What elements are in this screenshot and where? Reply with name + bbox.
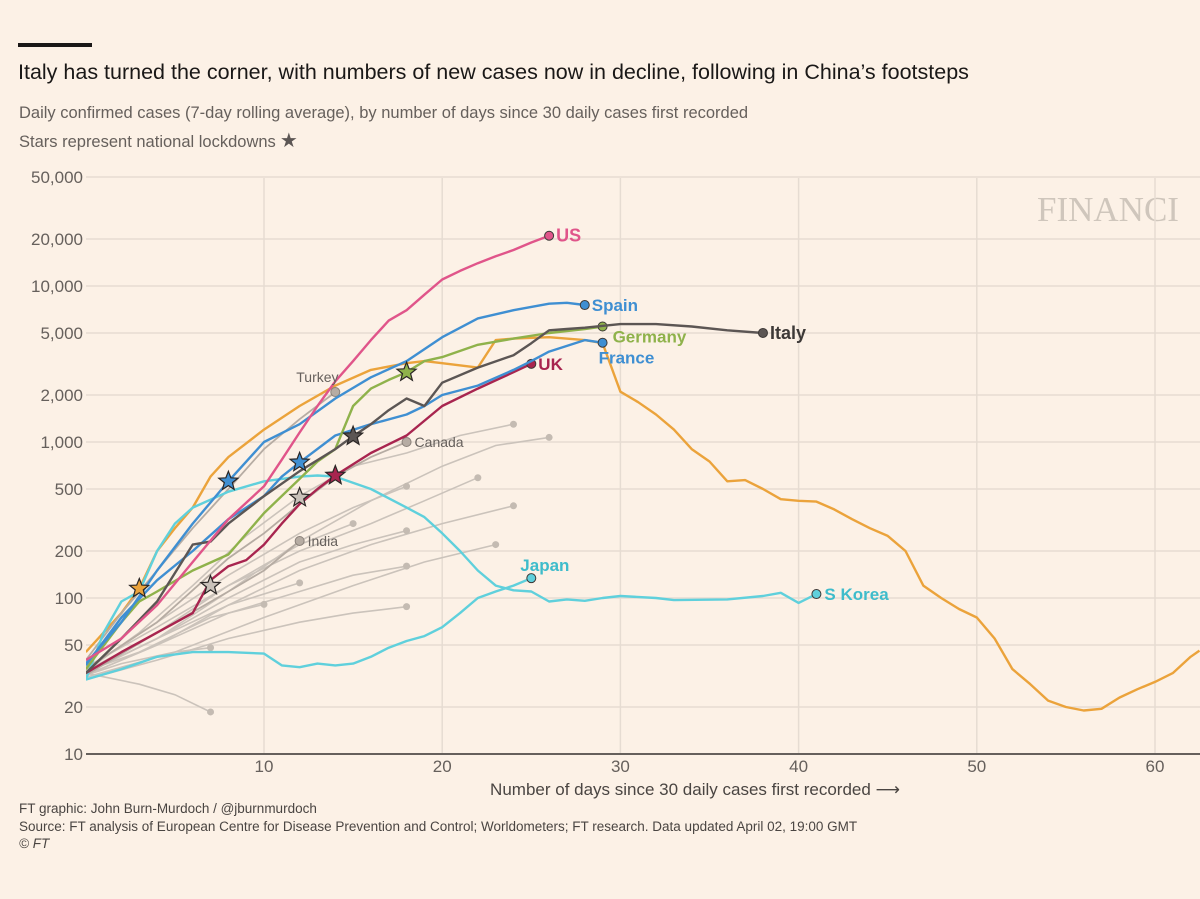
series-line-other <box>86 476 479 668</box>
series-end-dot-other <box>207 708 215 716</box>
series-label-italy: Italy <box>770 323 806 343</box>
chart-subtitle-lockdowns: Stars represent national lockdowns ★ <box>19 128 298 153</box>
series-end-dot-japan <box>526 573 537 584</box>
chart-subtitle: Daily confirmed cases (7-day rolling ave… <box>19 104 749 122</box>
y-tick-label: 20 <box>64 698 83 717</box>
lockdown-star-icon <box>128 576 151 598</box>
series-end-dot-france <box>597 337 608 348</box>
series-end-dot-italy <box>757 327 768 338</box>
series-line-china <box>86 336 1200 712</box>
footer-copyright: © FT <box>19 836 50 851</box>
series-line-other <box>86 646 211 676</box>
plot-area <box>86 230 1200 716</box>
lockdown-star-icon <box>324 463 347 485</box>
footer-source: Source: FT analysis of European Centre f… <box>19 819 858 834</box>
y-tick-label: 50,000 <box>31 168 83 187</box>
series-label-france: France <box>599 349 655 368</box>
lockdown-star-icon <box>199 573 222 596</box>
lockdown-star-icon <box>288 450 311 472</box>
x-tick-label: 50 <box>967 757 986 776</box>
x-axis-arrow-icon: ⟶ <box>876 780 900 799</box>
ft-title-bar <box>18 43 92 47</box>
series-label-us: US <box>556 226 581 246</box>
x-axis-title: Number of days since 30 daily cases firs… <box>490 780 900 799</box>
series-line-other <box>86 505 514 676</box>
y-tick-label: 1,000 <box>40 433 83 452</box>
series-line-other <box>86 565 407 676</box>
y-tick-label: 50 <box>64 636 83 655</box>
series-label-india: India <box>308 533 339 549</box>
footer-credit: FT graphic: John Burn-Murdoch / @jburnmu… <box>19 801 317 816</box>
series-line-uk <box>86 362 532 675</box>
series-end-dot-other <box>545 433 553 441</box>
y-tick-label: 10,000 <box>31 277 83 296</box>
x-tick-label: 60 <box>1146 757 1165 776</box>
series-end-dot-s-korea <box>811 589 822 600</box>
lockdown-star-icon <box>395 360 418 382</box>
watermark: FINANCI <box>1037 190 1179 229</box>
series-end-dot-other <box>207 644 215 652</box>
series-label-turkey: Turkey <box>296 369 338 385</box>
series-end-dot-other <box>260 600 268 608</box>
y-tick-label: 2,000 <box>40 386 83 405</box>
x-tick-label: 20 <box>433 757 452 776</box>
series-end-dot-other <box>349 520 357 528</box>
chart-title: Italy has turned the corner, with number… <box>18 60 969 84</box>
series-end-dot-other <box>474 474 482 482</box>
y-tick-label: 5,000 <box>40 324 83 343</box>
series-end-dot-india <box>294 535 305 546</box>
series-label-uk: UK <box>538 355 563 374</box>
lockdown-star-icon <box>342 424 365 446</box>
series-end-dot-spain <box>579 300 590 311</box>
lockdown-star-icon <box>288 485 311 508</box>
series-end-dot-other <box>403 482 411 490</box>
x-tick-label: 10 <box>255 757 274 776</box>
series-end-dot-other <box>509 502 517 510</box>
series-end-dot-other <box>403 603 411 611</box>
x-tick-label: 30 <box>611 757 630 776</box>
series-line-s-korea <box>86 474 817 681</box>
series-line-other <box>86 672 211 713</box>
series-line-other <box>86 436 550 674</box>
y-tick-label: 100 <box>55 589 83 608</box>
series-label-spain: Spain <box>592 296 638 315</box>
y-tick-label: 20,000 <box>31 230 83 249</box>
series-line-turkey <box>86 391 336 661</box>
series-line-spain <box>86 301 585 665</box>
series-label-germany: Germany <box>613 328 687 347</box>
lockdown-note: Stars represent national lockdowns <box>19 133 276 151</box>
series-end-dot-us <box>544 230 555 241</box>
series-label-japan: Japan <box>520 556 569 575</box>
series-end-dot-canada <box>401 437 412 447</box>
y-tick-label: 200 <box>55 542 83 561</box>
star-icon: ★ <box>279 130 298 152</box>
series-label-s-korea: S Korea <box>824 585 889 604</box>
series-end-dot-other <box>509 420 517 428</box>
series-end-dot-turkey <box>330 387 341 398</box>
series-line-other <box>86 582 300 674</box>
y-tick-label: 10 <box>64 745 83 764</box>
series-line-other <box>86 605 407 681</box>
series-end-dot-other <box>492 541 500 549</box>
x-tick-label: 40 <box>789 757 808 776</box>
series-end-dot-other <box>296 579 304 587</box>
series-line-japan <box>86 577 532 681</box>
lockdown-star-icon <box>217 469 240 491</box>
series-label-canada: Canada <box>415 434 464 450</box>
y-tick-label: 500 <box>55 480 83 499</box>
series-line-other <box>86 603 265 672</box>
series-end-dot-other <box>403 527 411 535</box>
series-line-canada <box>86 441 407 670</box>
series-line-us <box>86 234 550 662</box>
series-end-dot-other <box>403 562 411 570</box>
